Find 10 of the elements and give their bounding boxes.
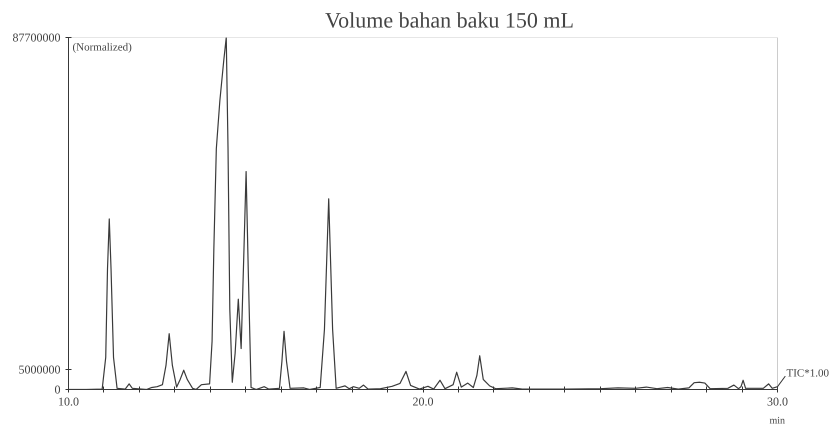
x-axis-title: min <box>770 416 786 426</box>
y-tick-label: 0 <box>54 382 60 396</box>
x-tick-label: 20.0 <box>412 394 434 408</box>
chart-title: Volume bahan baku 150 mL <box>325 8 574 32</box>
y-tick-label: 87700000 <box>12 30 60 44</box>
y-tick-label: 5000000 <box>18 362 60 376</box>
x-tick-label: 30.0 <box>767 394 788 408</box>
annotation: TIC*1.00 <box>786 368 830 380</box>
x-tick-label: 10.0 <box>58 394 79 408</box>
annotation: (Normalized) <box>72 42 132 54</box>
